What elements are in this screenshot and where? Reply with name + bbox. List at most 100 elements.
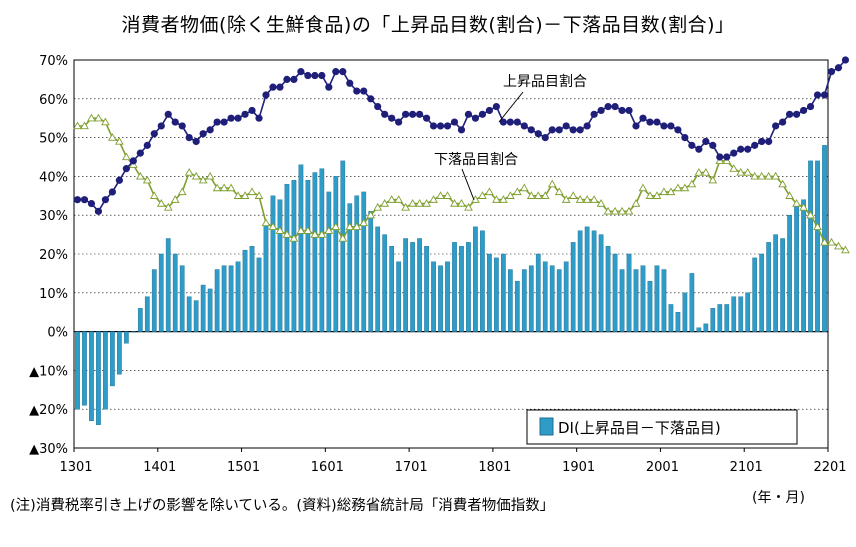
bar-di: [738, 296, 744, 332]
rise-point: [576, 126, 584, 134]
fall-point: [394, 195, 404, 203]
rise-point: [695, 145, 703, 153]
bar-di: [612, 253, 618, 332]
bar-di: [598, 234, 604, 332]
fall-point: [338, 233, 348, 242]
bar-di: [682, 292, 688, 332]
fall-point: [645, 191, 655, 199]
bar-di: [710, 308, 716, 332]
bar-di: [661, 269, 667, 332]
y-tick-label: ▲30%: [29, 442, 68, 457]
bar-di: [291, 180, 297, 332]
bar-di: [368, 211, 374, 332]
rise-point: [527, 126, 535, 134]
bar-di: [815, 160, 820, 332]
bar-di: [228, 265, 234, 332]
fall-point: [750, 171, 760, 180]
rise-point: [450, 118, 459, 126]
rise-point: [702, 137, 710, 146]
rise-point: [485, 106, 493, 115]
fall-point: [205, 171, 215, 180]
fall-point: [617, 206, 627, 215]
bar-di: [577, 230, 583, 332]
x-tick-label: 2101: [730, 460, 763, 475]
fall-point: [289, 233, 299, 242]
y-tick-label: 20%: [39, 248, 68, 263]
x-axis-unit-label: (年・月): [752, 490, 805, 506]
bar-di: [724, 304, 730, 332]
bar-di: [193, 300, 199, 332]
fall-point: [575, 195, 585, 203]
bar-di: [340, 160, 346, 332]
x-tick-label: 1701: [395, 460, 428, 475]
rise-point: [304, 71, 312, 80]
fall-point: [736, 168, 746, 176]
bar-di: [438, 265, 443, 332]
fall-point: [533, 191, 543, 199]
bar-di: [263, 222, 269, 332]
bar-di: [654, 265, 660, 332]
bar-di: [298, 164, 304, 332]
bar-di: [151, 269, 157, 332]
rise-point: [541, 134, 549, 142]
annotation-fall-pointer: [461, 168, 475, 201]
bar-di: [284, 183, 290, 332]
rise-point: [115, 176, 123, 184]
fall-point: [778, 179, 787, 188]
fall-point: [813, 222, 822, 230]
fall-point: [673, 183, 683, 192]
bar-di: [82, 331, 87, 406]
bar-di: [703, 323, 709, 332]
rise-point: [674, 126, 682, 134]
fall-point: [296, 226, 306, 234]
fall-point: [680, 183, 690, 192]
fall-point: [115, 136, 124, 145]
bar-di: [549, 265, 555, 332]
annotation-fall: 下落品目割合: [434, 151, 518, 168]
rise-point: [799, 106, 808, 115]
fall-point: [275, 226, 285, 234]
fall-point: [240, 191, 250, 199]
fall-point: [568, 191, 578, 199]
fall-point: [359, 218, 369, 227]
fall-point: [324, 226, 334, 234]
bar-di: [801, 199, 806, 332]
rise-point: [108, 188, 116, 196]
bar-di: [452, 242, 457, 332]
rise-point: [192, 137, 200, 146]
bar-di: [556, 269, 562, 332]
bar-di: [326, 191, 332, 332]
fall-point: [792, 199, 801, 207]
rise-point: [681, 134, 689, 142]
rise-point: [779, 118, 787, 126]
rise-point: [827, 68, 836, 76]
rise-point: [604, 102, 612, 111]
rise-point: [625, 106, 633, 115]
fall-point: [366, 210, 376, 219]
annotation-rise: 上昇品目割合: [503, 73, 587, 90]
fall-point: [485, 187, 494, 196]
fall-point: [373, 202, 383, 211]
fall-point: [464, 202, 473, 211]
legend-swatch-di: [539, 417, 554, 436]
bar-di: [110, 331, 115, 387]
bar-di: [717, 304, 723, 332]
bar-di: [333, 176, 339, 332]
rise-point: [737, 145, 745, 153]
rise-point: [367, 95, 375, 103]
bar-di: [487, 253, 492, 332]
rise-point: [129, 157, 137, 165]
annotations: 上昇品目割合 下落品目割合: [434, 73, 587, 201]
bar-di: [431, 261, 436, 332]
bar-di: [731, 296, 737, 332]
annotation-rise-pointer: [498, 91, 524, 123]
rise-point: [660, 122, 668, 130]
bar-di: [354, 195, 360, 332]
rise-point: [178, 122, 186, 130]
rise-point: [290, 75, 298, 83]
fall-point: [121, 152, 131, 161]
fall-point: [101, 117, 110, 126]
fall-point: [519, 183, 529, 192]
fall-point: [457, 199, 466, 207]
fall-point: [764, 171, 774, 180]
